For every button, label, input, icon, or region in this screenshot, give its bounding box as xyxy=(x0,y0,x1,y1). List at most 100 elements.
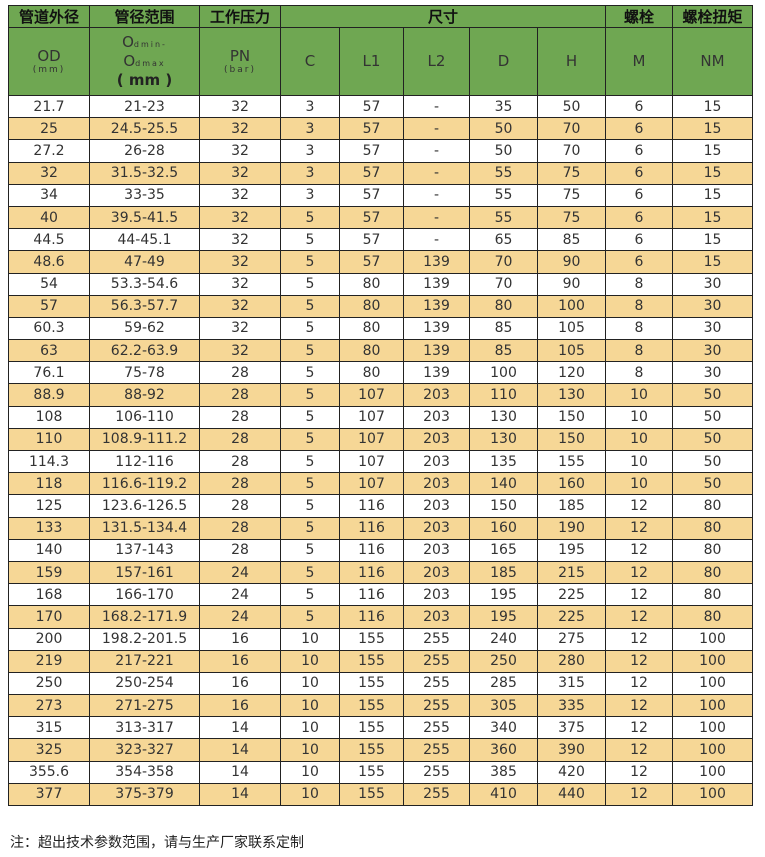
table-cell: 31.5-32.5 xyxy=(89,161,200,185)
table-cell: 116 xyxy=(339,516,404,540)
table-cell: 70 xyxy=(537,139,606,163)
table-row: 219 217-221 16 10 155 255 250 280 12 100 xyxy=(8,649,753,673)
table-cell: 10 xyxy=(280,671,340,696)
table-cell: 56.3-57.7 xyxy=(89,294,200,318)
table-cell: 131.5-134.4 xyxy=(89,516,200,540)
table-cell: 30 xyxy=(672,339,753,363)
table-cell: 203 xyxy=(403,449,470,474)
table-cell: 10 xyxy=(280,782,340,807)
table-cell: 440 xyxy=(537,782,606,807)
table-cell: 12 xyxy=(605,782,673,807)
table-cell: 203 xyxy=(403,494,470,518)
table-cell: 28 xyxy=(199,383,281,407)
table-cell: 114.3 xyxy=(8,449,90,474)
table-cell: 133 xyxy=(8,516,90,540)
table-cell: 170 xyxy=(8,605,90,629)
table-cell: 100 xyxy=(469,361,538,385)
table-cell: 10 xyxy=(605,449,673,474)
table-cell: 10 xyxy=(280,716,340,740)
table-cell: 15 xyxy=(672,161,753,185)
table-row: 273 271-275 16 10 155 255 305 335 12 100 xyxy=(8,694,753,718)
table-cell: 30 xyxy=(672,272,753,296)
subheader-d: D xyxy=(469,27,538,96)
table-cell: 12 xyxy=(605,671,673,696)
table-cell: 25 xyxy=(8,117,90,141)
table-cell: - xyxy=(403,161,470,185)
table-cell: 255 xyxy=(403,760,470,784)
table-cell: 255 xyxy=(403,694,470,718)
table-cell: 12 xyxy=(605,516,673,540)
table-cell: 313-317 xyxy=(89,716,200,740)
table-cell: 354-358 xyxy=(89,760,200,784)
table-row: 200 198.2-201.5 16 10 155 255 240 275 12 100 xyxy=(8,627,753,651)
table-cell: 5 xyxy=(280,583,340,607)
table-cell: 60.3 xyxy=(8,316,90,341)
table-cell: 255 xyxy=(403,649,470,673)
table-cell: 75 xyxy=(537,161,606,185)
table-cell: 8 xyxy=(605,294,673,318)
table-cell: 15 xyxy=(672,250,753,274)
table-cell: 185 xyxy=(469,560,538,585)
table-cell: 15 xyxy=(672,117,753,141)
table-cell: 80 xyxy=(339,339,404,363)
table-row: 140 137-143 28 5 116 203 165 195 12 80 xyxy=(8,538,753,562)
table-row: 76.1 75-78 28 5 80 139 100 120 8 30 xyxy=(8,361,753,385)
table-cell: 6 xyxy=(605,117,673,141)
table-cell: 5 xyxy=(280,405,340,429)
table-cell: 14 xyxy=(199,782,281,807)
table-cell: 100 xyxy=(672,649,753,673)
table-cell: 275 xyxy=(537,627,606,651)
table-cell: 48.6 xyxy=(8,250,90,274)
table-cell: 32 xyxy=(199,294,281,318)
table-cell: 155 xyxy=(339,716,404,740)
table-cell: 28 xyxy=(199,449,281,474)
table-cell: 116 xyxy=(339,560,404,585)
table-cell: 10 xyxy=(280,694,340,718)
table-row: 48.6 47-49 32 5 57 139 70 90 6 15 xyxy=(8,250,753,274)
table-cell: 57 xyxy=(339,139,404,163)
table-row: 170 168.2-171.9 24 5 116 203 195 225 12 80 xyxy=(8,605,753,629)
table-cell: 10 xyxy=(280,738,340,762)
table-cell: 12 xyxy=(605,605,673,629)
table-cell: 107 xyxy=(339,405,404,429)
table-cell: 203 xyxy=(403,516,470,540)
table-cell: 139 xyxy=(403,316,470,341)
table-cell: 140 xyxy=(8,538,90,562)
table-cell: 28 xyxy=(199,516,281,540)
table-cell: 255 xyxy=(403,782,470,807)
subheader-nm: NM xyxy=(672,27,753,96)
table-cell: 5 xyxy=(280,560,340,585)
table-cell: 24.5-25.5 xyxy=(89,117,200,141)
table-cell: 203 xyxy=(403,605,470,629)
table-row: 125 123.6-126.5 28 5 116 203 150 185 12 80 xyxy=(8,494,753,518)
table-row: 27.2 26-28 32 3 57-50 70 6 15 xyxy=(8,139,753,163)
table-cell: 34 xyxy=(8,183,90,207)
table-cell: 198.2-201.5 xyxy=(89,627,200,651)
table-cell: 24 xyxy=(199,605,281,629)
table-cell: 24 xyxy=(199,583,281,607)
table-cell: 139 xyxy=(403,339,470,363)
table-cell: 110 xyxy=(469,383,538,407)
table-cell: 219 xyxy=(8,649,90,673)
table-cell: 50 xyxy=(672,472,753,496)
table-cell: 80 xyxy=(672,516,753,540)
table-cell: 15 xyxy=(672,94,753,119)
table-cell: 88-92 xyxy=(89,383,200,407)
table-row: 114.3 112-116 28 5 107 203 135 155 10 50 xyxy=(8,449,753,474)
table-cell: 12 xyxy=(605,738,673,762)
table-cell: 53.3-54.6 xyxy=(89,272,200,296)
table-cell: 39.5-41.5 xyxy=(89,205,200,230)
table-cell: 26-28 xyxy=(89,139,200,163)
table-cell: 10 xyxy=(605,472,673,496)
table-cell: 108.9-111.2 xyxy=(89,427,200,452)
table-cell: 5 xyxy=(280,316,340,341)
table-cell: 105 xyxy=(537,316,606,341)
table-cell: 273 xyxy=(8,694,90,718)
table-cell: 203 xyxy=(403,583,470,607)
table-row: 377 375-379 14 10 155 255 410 440 12 100 xyxy=(8,782,753,807)
table-cell: 30 xyxy=(672,316,753,341)
table-row: 355.6 354-358 14 10 155 255 385 420 12 100 xyxy=(8,760,753,784)
table-cell: 100 xyxy=(672,627,753,651)
table-cell: 50 xyxy=(672,383,753,407)
table-cell: 325 xyxy=(8,738,90,762)
